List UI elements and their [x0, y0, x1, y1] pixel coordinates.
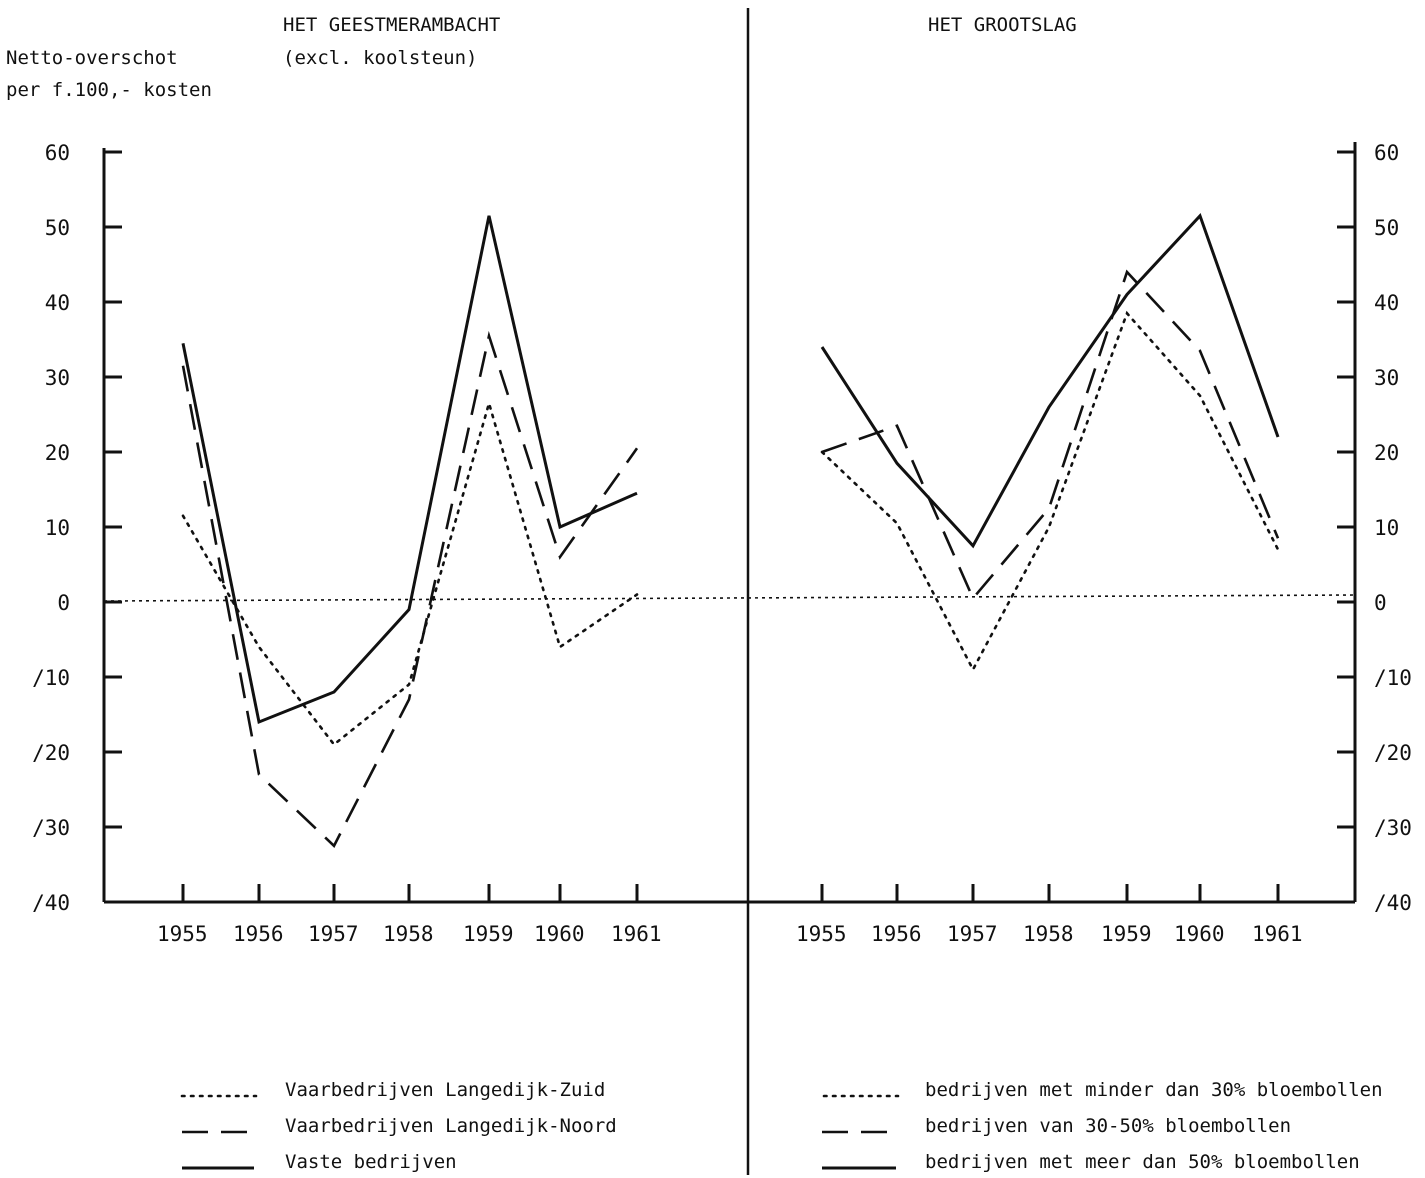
y-tick-label: 60: [45, 141, 70, 165]
right-legend: bedrijven met minder dan 30% bloembollen…: [822, 1079, 1383, 1173]
legend-label: Vaarbedrijven Langedijk-Noord: [285, 1115, 617, 1137]
x-tick-label: 1961: [611, 922, 662, 946]
series-line-solid: [181, 215, 638, 725]
x-tick-label: 1958: [383, 922, 434, 946]
x-tick-label: 1957: [308, 922, 359, 946]
y-tick-label: 30: [1374, 366, 1399, 390]
x-tick-label: 1955: [157, 922, 208, 946]
left-panel-title: HET GEESTMERAMBACHT: [283, 14, 500, 36]
y-tick-label: 10: [1374, 516, 1399, 540]
right-panel-title: HET GROOTSLAG: [928, 14, 1077, 36]
series-line-dotted: [181, 398, 639, 747]
legend-label: bedrijven van 30-50% bloembollen: [925, 1115, 1291, 1137]
x-tick-label: 1956: [233, 922, 284, 946]
series-line-dotted: [820, 310, 1280, 673]
y-tick-label: 60: [1374, 141, 1399, 165]
right-y-ticks: 60 50 40 30 20 10 0/10/20/30/40: [1337, 141, 1412, 915]
y-tick-label: 10: [45, 516, 70, 540]
left-series-group: [181, 215, 639, 848]
y-tick-label: /20: [32, 741, 70, 765]
y-tick-label: /10: [32, 666, 70, 690]
series-line-solid: [820, 212, 1280, 549]
zero-reference-line: [103, 594, 1356, 602]
right-x-ticks: 1955 1956 1957 1958 1959 1960 1961: [796, 884, 1303, 946]
legend-label: Vaste bedrijven: [285, 1151, 457, 1173]
y-axis-title-line2: per f.100,- kosten: [6, 79, 212, 101]
x-tick-label: 1958: [1023, 922, 1074, 946]
left-panel-subtitle: (excl. koolsteun): [283, 47, 477, 69]
y-tick-label: 40: [45, 291, 70, 315]
x-tick-label: 1960: [1174, 922, 1225, 946]
left-x-ticks: 1955 1956 1957 1958 1959 1960 1961: [157, 884, 662, 946]
y-tick-label: /30: [32, 816, 70, 840]
x-tick-label: 1956: [871, 922, 922, 946]
x-tick-label: 1957: [947, 922, 998, 946]
y-tick-label: 20: [1374, 441, 1399, 465]
y-tick-label: /40: [1374, 891, 1412, 915]
left-y-ticks: 60 50 40 30 20 10 0/10/20/30/40: [32, 141, 122, 915]
x-tick-label: 1955: [796, 922, 847, 946]
x-tick-label: 1960: [534, 922, 585, 946]
x-tick-label: 1961: [1252, 922, 1303, 946]
y-tick-label: 20: [45, 441, 70, 465]
y-tick-label: 0: [57, 591, 70, 615]
y-tick-label: 50: [1374, 216, 1399, 240]
y-tick-label: 40: [1374, 291, 1399, 315]
legend-label: bedrijven met meer dan 50% bloembollen: [925, 1151, 1360, 1173]
legend-label: bedrijven met minder dan 30% bloembollen: [925, 1079, 1383, 1101]
right-series-group: [820, 212, 1280, 673]
series-line-dashed: [821, 269, 1280, 601]
series-line-dashed: [181, 330, 639, 848]
y-tick-label: 0: [1374, 591, 1387, 615]
y-tick-label: 50: [45, 216, 70, 240]
y-tick-label: /10: [1374, 666, 1412, 690]
y-tick-label: 30: [45, 366, 70, 390]
y-tick-label: /40: [32, 891, 70, 915]
legend-label: Vaarbedrijven Langedijk-Zuid: [285, 1079, 605, 1101]
y-axis-title-line1: Netto-overschot: [6, 47, 178, 69]
left-legend: Vaarbedrijven Langedijk-Zuid Vaarbedrijv…: [180, 1079, 617, 1173]
y-tick-label: /20: [1374, 741, 1412, 765]
x-tick-label: 1959: [463, 922, 514, 946]
x-tick-label: 1959: [1101, 922, 1152, 946]
y-tick-label: /30: [1374, 816, 1412, 840]
